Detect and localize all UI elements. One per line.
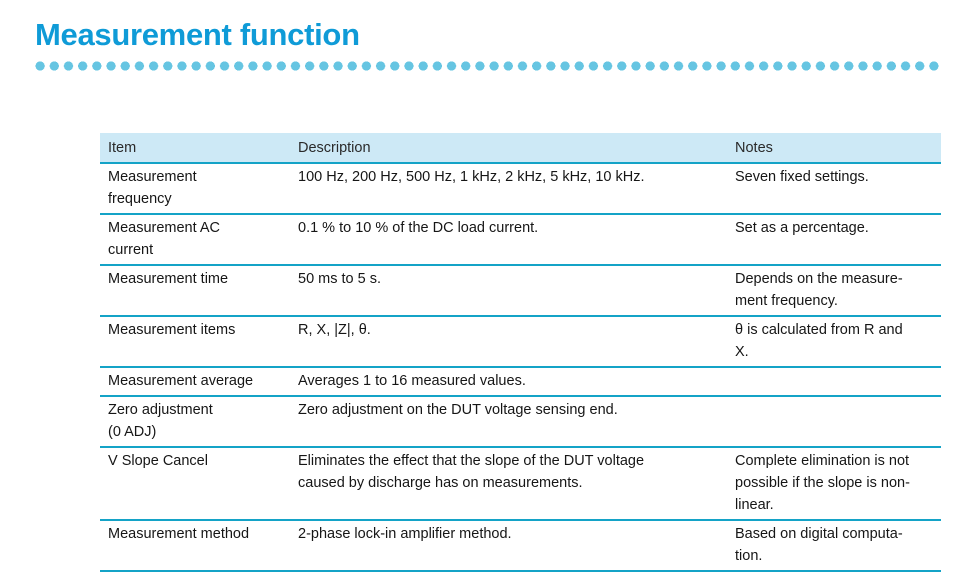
cell-description: 50 ms to 5 s. (298, 265, 735, 317)
column-header-item: Item (100, 133, 298, 164)
table-row: Measurement items R, X, |Z|, θ. θ is calcu… (100, 316, 941, 368)
cell-notes: Depends on the measure- ment frequency. (735, 265, 941, 317)
page-title: Measurement function (35, 17, 360, 52)
cell-description: Averages 1 to 16 measured values. (298, 367, 735, 397)
cell-description: 100 Hz, 200 Hz, 500 Hz, 1 kHz, 2 kHz, 5 … (298, 163, 735, 215)
cell-description: Zero adjustment on the DUT voltage sensi… (298, 396, 735, 448)
dotted-separator (33, 61, 939, 71)
table-row: Measurement method 2-phase lock-in amplif… (100, 520, 941, 572)
table-header: Item Description Notes (100, 133, 941, 164)
cell-notes: Based on digital computa- tion. (735, 520, 941, 572)
column-header-description: Description (298, 133, 735, 164)
cell-notes: θ is calculated from R and X. (735, 316, 941, 368)
table-header-row: Item Description Notes (100, 133, 941, 164)
table-body: Measurement frequency 100 Hz, 200 Hz, 500… (100, 163, 941, 572)
cell-item: Zero adjustment (0 ADJ) (100, 396, 298, 448)
cell-description: Eliminates the effect that the slope of … (298, 447, 735, 521)
table-row: Measurement average Averages 1 to 16 meas… (100, 367, 941, 397)
cell-item: Measurement AC current (100, 214, 298, 266)
cell-notes: Set as a percentage. (735, 214, 941, 266)
cell-notes: Seven fixed settings. (735, 163, 941, 215)
cell-item: V Slope Cancel (100, 447, 298, 521)
table-row: V Slope Cancel Eliminates the effect that… (100, 447, 941, 521)
cell-description: 2-phase lock-in amplifier method. (298, 520, 735, 572)
column-header-notes: Notes (735, 133, 941, 164)
table-row: Measurement AC current 0.1 % to 10 % of t… (100, 214, 941, 266)
cell-description: R, X, |Z|, θ. (298, 316, 735, 368)
cell-item: Measurement method (100, 520, 298, 572)
cell-notes (735, 396, 941, 448)
cell-notes (735, 367, 941, 397)
cell-notes: Complete elimination is not possible if … (735, 447, 941, 521)
cell-item: Measurement frequency (100, 163, 298, 215)
cell-item: Measurement items (100, 316, 298, 368)
cell-item: Measurement average (100, 367, 298, 397)
table-row: Zero adjustment (0 ADJ) Zero adjustment o… (100, 396, 941, 448)
cell-item: Measurement time (100, 265, 298, 317)
table-row: Measurement time 50 ms to 5 s. Depends on … (100, 265, 941, 317)
cell-description: 0.1 % to 10 % of the DC load current. (298, 214, 735, 266)
measurement-function-table: Item Description Notes Measurement frequ… (100, 133, 941, 572)
table-row: Measurement frequency 100 Hz, 200 Hz, 500… (100, 163, 941, 215)
